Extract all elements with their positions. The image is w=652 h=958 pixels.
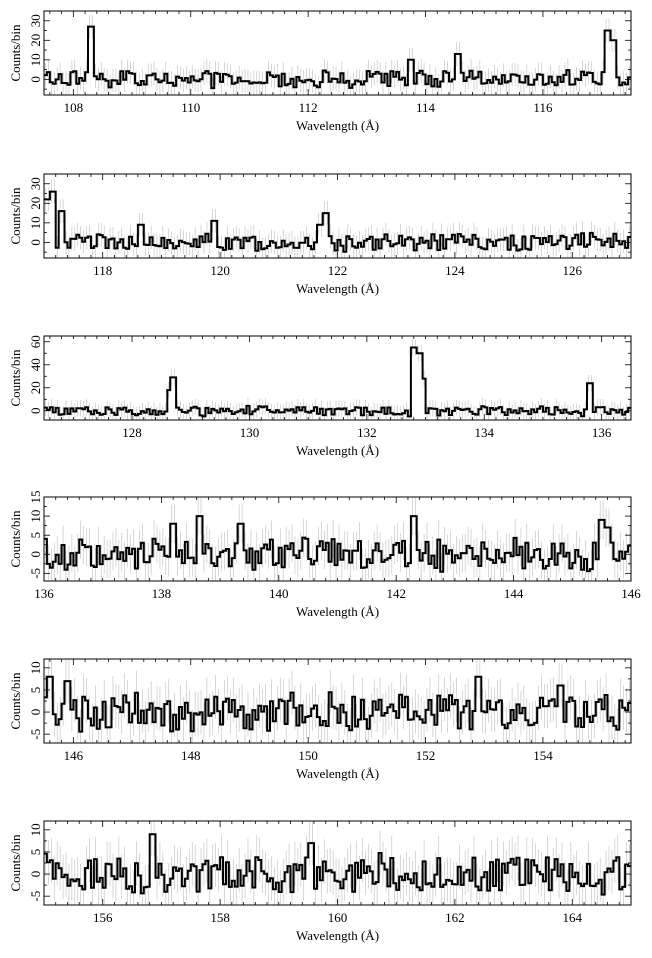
x-tick-label: 136 [592, 425, 612, 440]
x-tick-label: 138 [152, 586, 172, 601]
error-bars [45, 339, 630, 420]
y-tick-label: 20 [28, 34, 43, 47]
x-tick-label: 150 [298, 748, 318, 763]
x-tick-label: 110 [181, 100, 200, 115]
y-tick-label: 10 [28, 823, 43, 836]
y-tick-label: 10 [28, 510, 43, 523]
panel-4: 136 138 140 142 144 146 -5 0 5 10 15 Wavelength (Å)… [8, 491, 641, 620]
x-tick-label: 144 [504, 586, 524, 601]
spectrum-line [44, 515, 631, 573]
error-bars [45, 14, 630, 95]
x-axis-label: Wavelength (Å) [296, 118, 379, 133]
y-tick-label: 30 [28, 177, 43, 190]
x-tick-label: 146 [64, 748, 84, 763]
x-tick-label: 116 [533, 100, 553, 115]
x-tick-label: 164 [563, 910, 583, 925]
x-tick-label: 118 [93, 263, 112, 278]
y-tick-label: 10 [28, 53, 43, 66]
y-tick-label: 20 [28, 381, 43, 394]
x-tick-label: 134 [475, 425, 495, 440]
error-bars [45, 659, 630, 743]
panel-5: 146 148 150 152 154 -5 0 5 10 Wavelength (Å) Count… [8, 658, 632, 781]
x-tick-label: 132 [357, 425, 377, 440]
panel-6: 156 158 160 162 164 -5 0 5 10 Wavelength (Å) Count… [8, 820, 632, 943]
y-tick-label: 15 [28, 491, 43, 504]
y-axis-label: Counts/bin [8, 672, 23, 730]
x-tick-label: 142 [386, 586, 406, 601]
y-tick-label: -5 [28, 568, 43, 579]
panel-3: 128 130 132 134 136 0 20 40 60 Wavelength (Å) Coun… [8, 335, 632, 458]
x-axis-label: Wavelength (Å) [296, 766, 379, 781]
x-tick-label: 146 [621, 586, 641, 601]
x-axis-label: Wavelength (Å) [296, 928, 379, 943]
x-tick-label: 140 [269, 586, 289, 601]
y-tick-label: 10 [28, 216, 43, 229]
x-tick-label: 124 [445, 263, 465, 278]
y-tick-label: 0 [28, 76, 43, 83]
y-tick-label: 20 [28, 197, 43, 210]
y-axis-label: Counts/bin [8, 510, 23, 568]
spectrum-line [44, 833, 631, 896]
x-axis-label: Wavelength (Å) [296, 281, 379, 296]
panel-1: 108 110 112 114 116 0 10 20 30 Wavelength (Å) Coun… [8, 10, 632, 133]
x-tick-label: 154 [533, 748, 553, 763]
y-axis-label: Counts/bin [8, 349, 23, 407]
x-tick-label: 160 [328, 910, 348, 925]
y-axis-label: Counts/bin [8, 187, 23, 245]
x-tick-label: 128 [122, 425, 142, 440]
x-tick-label: 108 [64, 100, 84, 115]
x-tick-label: 112 [299, 100, 318, 115]
spectrum-line [44, 25, 631, 90]
y-tick-label: -5 [28, 891, 43, 902]
spectrum-line [44, 675, 631, 733]
x-tick-label: 156 [93, 910, 113, 925]
y-tick-label: 5 [28, 532, 43, 539]
y-tick-label: -5 [28, 729, 43, 740]
plot-frame [43, 10, 632, 96]
x-axis-label: Wavelength (Å) [296, 604, 379, 619]
y-tick-label: 0 [28, 709, 43, 716]
x-tick-label: 120 [210, 263, 230, 278]
y-tick-label: 5 [28, 687, 43, 694]
x-tick-label: 148 [181, 748, 201, 763]
x-tick-label: 114 [416, 100, 436, 115]
y-axis-label: Counts/bin [8, 24, 23, 82]
y-tick-label: 0 [28, 551, 43, 558]
y-tick-label: 10 [28, 661, 43, 674]
x-tick-label: 130 [240, 425, 260, 440]
y-tick-label: 40 [28, 358, 43, 371]
y-tick-label: 30 [28, 14, 43, 27]
x-tick-label: 158 [210, 910, 230, 925]
y-axis-label: Counts/bin [8, 834, 23, 892]
x-tick-label: 122 [328, 263, 348, 278]
x-tick-label: 162 [445, 910, 465, 925]
x-tick-label: 152 [416, 748, 436, 763]
y-tick-label: 0 [28, 239, 43, 246]
spectrum-line [44, 346, 631, 418]
plot-frame [43, 335, 632, 421]
spectrum-line [44, 190, 631, 253]
y-tick-label: 60 [28, 335, 43, 348]
x-tick-label: 136 [34, 586, 54, 601]
panel-2: 118 120 122 124 126 0 10 20 30 Wavelength (Å) Coun… [8, 173, 632, 296]
y-tick-label: 0 [28, 408, 43, 415]
x-tick-label: 126 [563, 263, 583, 278]
x-axis-label: Wavelength (Å) [296, 443, 379, 458]
y-tick-label: 5 [28, 849, 43, 856]
y-tick-label: 0 [28, 871, 43, 878]
